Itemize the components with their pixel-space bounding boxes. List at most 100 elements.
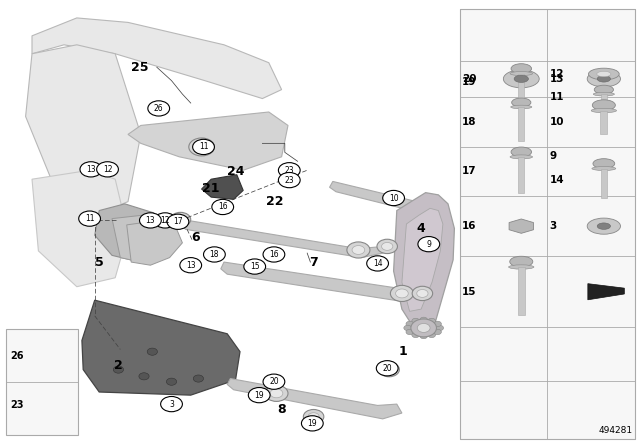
Circle shape [170, 212, 191, 227]
Circle shape [428, 318, 435, 323]
Text: 20: 20 [462, 74, 477, 84]
Circle shape [406, 321, 413, 327]
Polygon shape [227, 379, 402, 419]
Circle shape [175, 215, 186, 224]
Circle shape [418, 237, 440, 252]
Text: 6: 6 [191, 231, 200, 244]
Polygon shape [82, 300, 240, 395]
Polygon shape [588, 284, 625, 300]
Circle shape [412, 318, 420, 323]
Polygon shape [202, 175, 243, 199]
Text: 12: 12 [103, 165, 112, 174]
Circle shape [347, 242, 370, 258]
Circle shape [383, 366, 395, 374]
Circle shape [428, 332, 435, 338]
Circle shape [301, 416, 323, 431]
Ellipse shape [597, 223, 611, 229]
Ellipse shape [593, 92, 614, 96]
Ellipse shape [589, 68, 620, 80]
Polygon shape [127, 220, 182, 265]
Bar [518, 107, 524, 141]
Circle shape [308, 413, 319, 421]
Circle shape [263, 247, 285, 262]
Ellipse shape [510, 72, 532, 76]
Circle shape [303, 409, 324, 424]
Text: 25: 25 [131, 60, 148, 74]
Text: 16: 16 [269, 250, 279, 259]
Circle shape [193, 375, 204, 382]
Bar [600, 168, 607, 198]
Polygon shape [95, 204, 163, 261]
Text: 494281: 494281 [598, 426, 632, 435]
Circle shape [154, 213, 176, 228]
Text: 12: 12 [550, 69, 564, 79]
Ellipse shape [510, 155, 532, 159]
Bar [518, 73, 525, 100]
Circle shape [381, 242, 393, 250]
Circle shape [436, 325, 444, 331]
Text: 14: 14 [372, 259, 383, 268]
Text: 12: 12 [161, 216, 170, 225]
Circle shape [244, 259, 266, 274]
Circle shape [248, 388, 270, 403]
Circle shape [278, 172, 300, 188]
Ellipse shape [588, 71, 621, 87]
Text: 7: 7 [309, 255, 318, 269]
Ellipse shape [597, 76, 611, 82]
Circle shape [270, 389, 283, 398]
Polygon shape [394, 193, 454, 336]
Circle shape [367, 256, 388, 271]
Text: 9: 9 [550, 151, 557, 161]
Ellipse shape [38, 348, 70, 364]
Circle shape [434, 329, 442, 335]
Circle shape [420, 333, 428, 339]
Text: 24: 24 [227, 165, 244, 178]
Ellipse shape [514, 75, 529, 82]
Text: 13: 13 [186, 261, 196, 270]
Ellipse shape [597, 71, 611, 77]
Text: 19: 19 [307, 419, 317, 428]
Ellipse shape [45, 380, 62, 388]
Circle shape [204, 247, 225, 262]
Text: 4: 4 [417, 222, 426, 235]
Ellipse shape [595, 85, 614, 94]
Circle shape [140, 213, 161, 228]
Circle shape [189, 138, 214, 156]
Ellipse shape [588, 218, 621, 234]
Ellipse shape [509, 265, 534, 269]
Circle shape [265, 385, 288, 401]
Circle shape [420, 317, 428, 323]
Circle shape [166, 378, 177, 385]
FancyBboxPatch shape [460, 9, 635, 439]
Circle shape [278, 163, 300, 178]
Circle shape [412, 332, 420, 338]
Text: 10: 10 [550, 117, 564, 127]
Circle shape [377, 239, 397, 254]
Circle shape [113, 366, 124, 373]
Polygon shape [112, 215, 173, 262]
Text: 19: 19 [462, 77, 476, 87]
Text: 13: 13 [86, 165, 96, 174]
Text: 10: 10 [388, 194, 399, 202]
Polygon shape [330, 181, 448, 217]
Circle shape [434, 321, 442, 327]
Text: 3: 3 [550, 221, 557, 231]
Text: 14: 14 [550, 175, 564, 185]
Text: 11: 11 [85, 214, 94, 223]
Ellipse shape [511, 98, 531, 107]
Circle shape [263, 374, 285, 389]
Circle shape [167, 214, 189, 229]
Circle shape [390, 285, 413, 302]
Text: 26: 26 [10, 351, 24, 361]
Ellipse shape [511, 64, 531, 73]
Text: 13: 13 [145, 216, 156, 225]
Circle shape [352, 246, 365, 254]
Text: 26: 26 [154, 104, 164, 113]
Text: 15: 15 [462, 287, 477, 297]
Text: 15: 15 [250, 262, 260, 271]
Text: 3: 3 [169, 400, 174, 409]
Circle shape [161, 396, 182, 412]
Circle shape [376, 361, 398, 376]
Text: 13: 13 [550, 74, 564, 84]
Ellipse shape [45, 386, 63, 389]
